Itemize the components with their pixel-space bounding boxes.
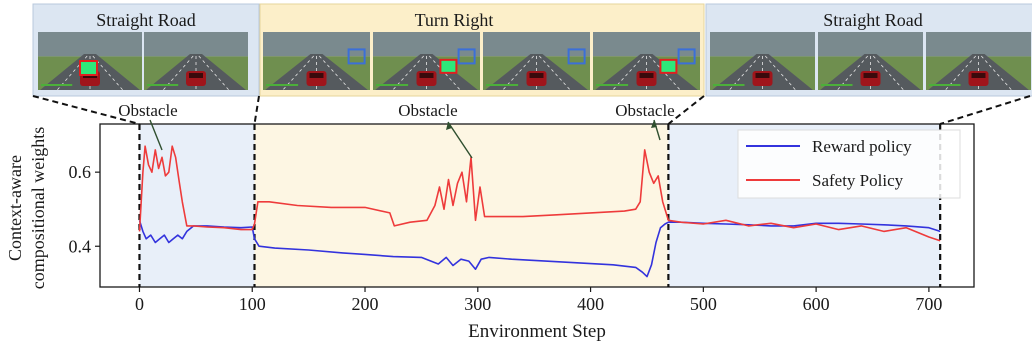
scene-frame bbox=[926, 32, 1031, 91]
obstacle-label-2: Obstacle bbox=[398, 101, 457, 120]
ego-car-window bbox=[755, 73, 770, 78]
scene-frame bbox=[38, 32, 142, 91]
plot-frame bbox=[99, 123, 975, 288]
ego-car-window bbox=[863, 73, 878, 78]
x-tick-label: 400 bbox=[577, 294, 604, 314]
phase-region-2 bbox=[254, 124, 669, 287]
obstacle-marker bbox=[659, 58, 678, 74]
x-tick-label: 200 bbox=[352, 294, 379, 314]
plot-area: 0 100 200 300 400 500 600 700 0.4 0.6 Reward poli… bbox=[69, 123, 975, 314]
x-tick-label: 700 bbox=[915, 294, 942, 314]
panel-label: Straight Road bbox=[823, 10, 923, 30]
panel-label: Straight Road bbox=[96, 10, 196, 30]
frame-hud-bar bbox=[929, 84, 961, 86]
scene-panels: Straight Road Turn Right Straight Road bbox=[32, 3, 1032, 97]
x-tick-label: 100 bbox=[239, 294, 266, 314]
frame-hud-bar bbox=[147, 84, 179, 86]
series-line-safety-policy bbox=[138, 145, 941, 242]
ego-car-window bbox=[309, 73, 324, 78]
frame-lane-line bbox=[765, 55, 796, 91]
ego-car-window bbox=[639, 73, 654, 78]
frame-lane-line bbox=[429, 55, 461, 91]
turn-sign-marker bbox=[677, 48, 696, 65]
ego-car-window bbox=[971, 73, 986, 78]
zoom-connector-3 bbox=[667, 95, 705, 125]
frame-sky bbox=[710, 32, 815, 57]
frame-hud-bar bbox=[821, 84, 853, 86]
frame-hud-bar bbox=[266, 84, 299, 86]
zoom-connector-1 bbox=[32, 95, 140, 125]
frame-lane-line bbox=[649, 55, 681, 91]
scene-frame bbox=[710, 32, 815, 91]
y-tick-label: 0.4 bbox=[69, 236, 92, 256]
arrowhead bbox=[446, 122, 452, 130]
scene-frame bbox=[483, 32, 590, 91]
ego-car-window bbox=[529, 73, 544, 78]
frame-hud-bar bbox=[376, 84, 409, 86]
ego-car-window bbox=[419, 73, 434, 78]
turn-sign-marker bbox=[567, 48, 586, 65]
obstacle-marker bbox=[79, 60, 98, 76]
obstacle-marker bbox=[439, 58, 458, 74]
scene-frame bbox=[373, 32, 480, 91]
obstacle-label-3: Obstacle bbox=[615, 101, 674, 120]
frame-lane-line bbox=[319, 55, 351, 91]
scene-frame bbox=[818, 32, 923, 91]
y-axis-label-line-2: compositional weights bbox=[28, 127, 48, 289]
obstacle-annotations: Obstacle Obstacle Obstacle bbox=[118, 101, 675, 159]
frame-lane-line bbox=[873, 55, 904, 91]
frame-sky bbox=[373, 32, 480, 57]
legend-box bbox=[737, 129, 961, 199]
legend-label: Safety Policy bbox=[812, 171, 904, 190]
frame-hud-bar bbox=[713, 84, 745, 86]
x-tick-label: 300 bbox=[464, 294, 491, 314]
frame-sky bbox=[38, 32, 142, 57]
obstacle-label-1: Obstacle bbox=[118, 101, 177, 120]
frame-lane-line bbox=[981, 55, 1012, 91]
zoom-connector-2 bbox=[253, 95, 260, 125]
obstacle-arrow-1 bbox=[149, 119, 163, 151]
arrowhead bbox=[651, 120, 657, 128]
scene-frame bbox=[593, 32, 700, 91]
x-tick-label: 500 bbox=[690, 294, 717, 314]
frame-hud-bar bbox=[596, 84, 629, 86]
frame-sky bbox=[926, 32, 1031, 57]
ego-car-window bbox=[189, 73, 203, 78]
series-line-reward-policy bbox=[138, 220, 941, 278]
frame-lane-line bbox=[539, 55, 571, 91]
zoom-connector-4 bbox=[939, 95, 1031, 125]
legend-label: Reward policy bbox=[812, 137, 912, 156]
frame-hud-bar bbox=[486, 84, 519, 86]
frame-lane-line bbox=[198, 55, 230, 91]
scene-frame bbox=[263, 32, 370, 91]
frame-hud-bar bbox=[41, 84, 73, 86]
scene-frame bbox=[144, 32, 248, 91]
frame-sky bbox=[593, 32, 700, 57]
frame-sky bbox=[263, 32, 370, 57]
frame-sky bbox=[483, 32, 590, 57]
zoom-connectors bbox=[32, 95, 1031, 125]
y-axis-label-line-1: Context-aware bbox=[5, 155, 25, 261]
x-axis-label: Environment Step bbox=[468, 321, 606, 342]
x-tick-label: 0 bbox=[135, 294, 144, 314]
legend: Reward policy Safety Policy bbox=[737, 129, 961, 199]
turn-sign-marker bbox=[347, 48, 366, 65]
frame-sky bbox=[144, 32, 248, 57]
phase-region-1 bbox=[139, 124, 255, 287]
frame-sky bbox=[818, 32, 923, 57]
panel-label: Turn Right bbox=[415, 10, 494, 30]
x-tick-label: 600 bbox=[803, 294, 830, 314]
turn-sign-marker bbox=[457, 48, 476, 65]
y-tick-label: 0.6 bbox=[69, 162, 92, 182]
